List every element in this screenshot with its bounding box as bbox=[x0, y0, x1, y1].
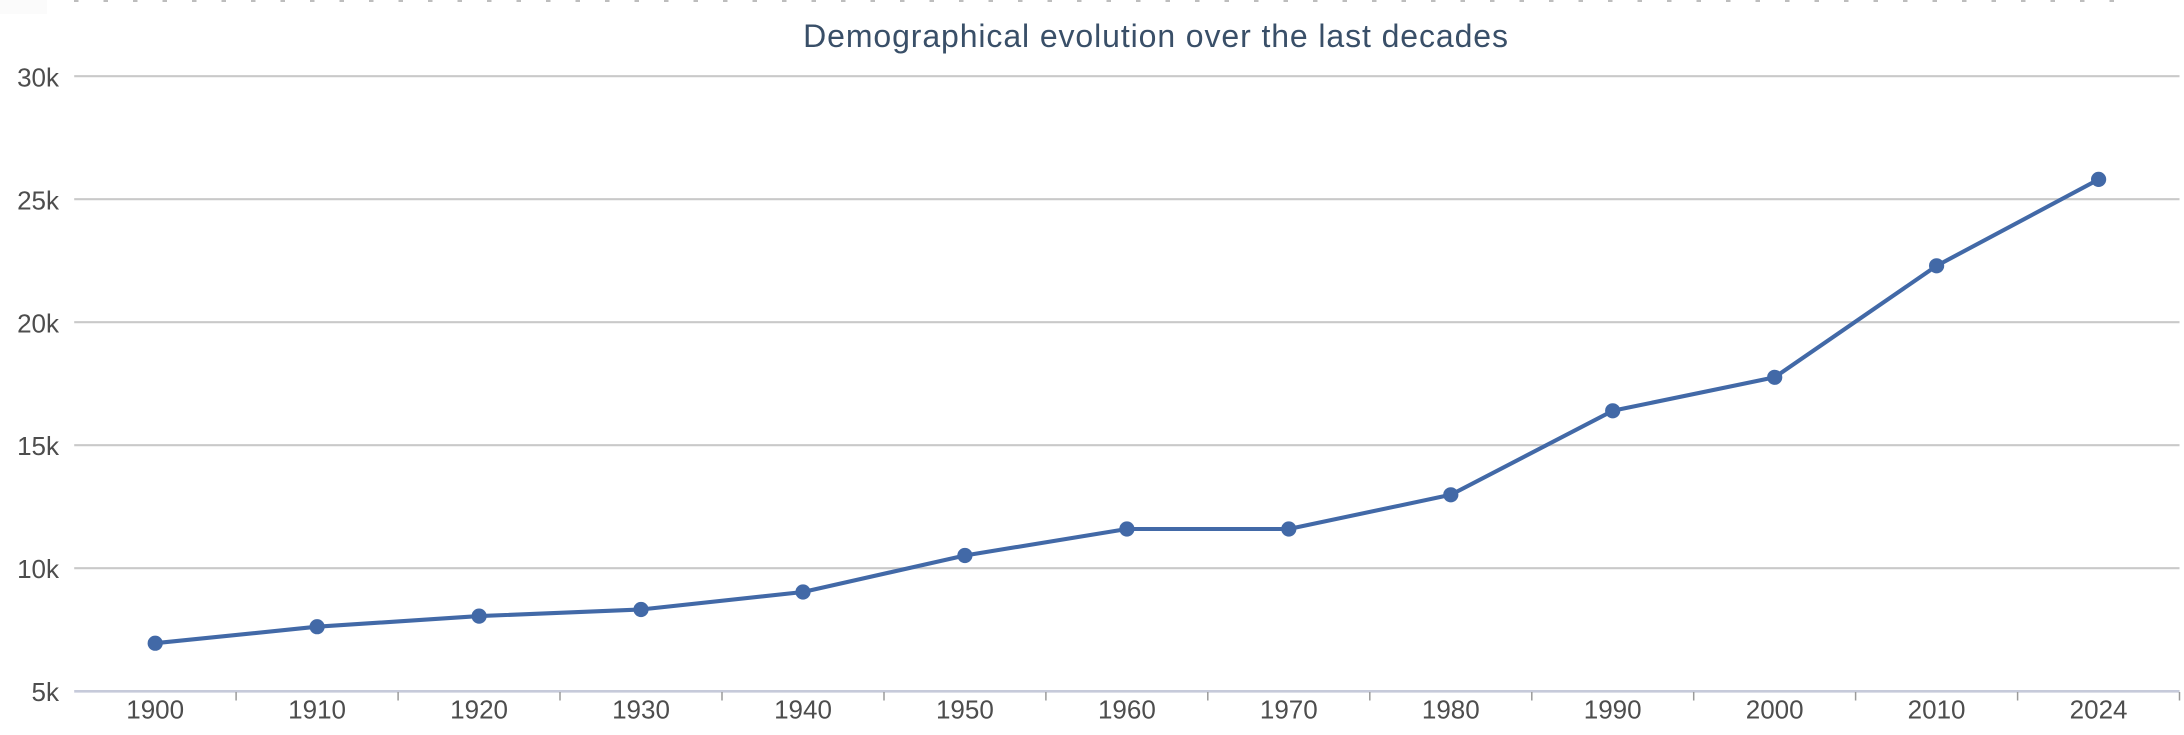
svg-text:5k: 5k bbox=[32, 677, 60, 707]
svg-text:25k: 25k bbox=[17, 185, 60, 215]
svg-text:10k: 10k bbox=[17, 554, 60, 584]
svg-text:1990: 1990 bbox=[1584, 695, 1642, 725]
svg-text:1920: 1920 bbox=[450, 695, 508, 725]
svg-text:1980: 1980 bbox=[1422, 695, 1480, 725]
svg-text:1930: 1930 bbox=[612, 695, 670, 725]
svg-text:2010: 2010 bbox=[1908, 695, 1966, 725]
svg-text:30k: 30k bbox=[17, 63, 60, 93]
svg-text:15k: 15k bbox=[17, 431, 60, 461]
svg-text:1900: 1900 bbox=[126, 695, 184, 725]
svg-text:2024: 2024 bbox=[2070, 695, 2128, 725]
svg-text:1950: 1950 bbox=[936, 695, 994, 725]
svg-text:Demographical evolution over t: Demographical evolution over the last de… bbox=[803, 18, 1509, 54]
svg-text:1940: 1940 bbox=[774, 695, 832, 725]
svg-text:1910: 1910 bbox=[288, 695, 346, 725]
svg-text:20k: 20k bbox=[17, 308, 60, 338]
svg-text:1970: 1970 bbox=[1260, 695, 1318, 725]
svg-text:2000: 2000 bbox=[1746, 695, 1804, 725]
svg-text:1960: 1960 bbox=[1098, 695, 1156, 725]
